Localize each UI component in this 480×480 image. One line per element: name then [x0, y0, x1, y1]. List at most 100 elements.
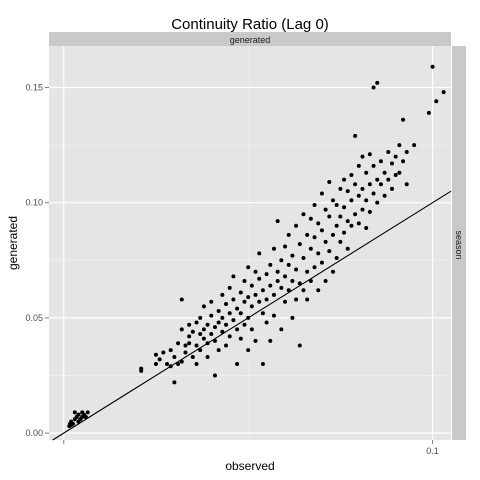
data-point [441, 90, 446, 95]
facet-strip-right [452, 46, 466, 440]
data-point [378, 159, 383, 164]
data-point [216, 320, 221, 325]
data-point [353, 212, 358, 217]
data-point [253, 292, 258, 297]
data-point [360, 207, 365, 212]
data-point [268, 262, 273, 267]
data-point [209, 313, 214, 318]
data-point [301, 212, 306, 217]
scatter-points [67, 64, 446, 429]
data-point [286, 262, 291, 267]
data-point [198, 332, 203, 337]
data-point [205, 341, 210, 346]
data-point [349, 223, 354, 228]
data-point [345, 246, 350, 251]
data-point [235, 327, 240, 332]
data-point [327, 214, 332, 219]
data-point [397, 143, 402, 148]
data-point [257, 299, 262, 304]
data-point [224, 302, 229, 307]
data-point [76, 412, 81, 417]
data-point [279, 258, 284, 263]
data-point [205, 355, 210, 360]
data-point [342, 177, 347, 182]
data-point [378, 182, 383, 187]
data-point [224, 322, 229, 327]
data-point [179, 359, 184, 364]
data-point [323, 207, 328, 212]
data-point [224, 343, 229, 348]
data-point [426, 110, 431, 115]
data-point [83, 414, 88, 419]
data-point [316, 251, 321, 256]
data-point [220, 329, 225, 334]
data-point [386, 177, 391, 182]
data-point [382, 170, 387, 175]
data-point [345, 219, 350, 224]
data-point [220, 292, 225, 297]
data-point [353, 133, 358, 138]
data-point [231, 318, 236, 323]
data-point [264, 297, 269, 302]
data-point [286, 288, 291, 293]
data-point [301, 255, 306, 260]
y-tick-label: 0.05 [25, 313, 43, 323]
x-axis-ticks: 0.1 [63, 440, 439, 456]
data-point [260, 288, 265, 293]
data-point [264, 272, 269, 277]
data-point [231, 274, 236, 279]
data-point [389, 161, 394, 166]
y-axis-title: generated [6, 216, 20, 270]
data-point [308, 246, 313, 251]
data-point [334, 223, 339, 228]
data-point [338, 239, 343, 244]
y-tick-label: 0.15 [25, 82, 43, 92]
data-point [294, 223, 299, 228]
data-point [194, 361, 199, 366]
data-point [364, 226, 369, 231]
data-point [275, 219, 280, 224]
data-point [294, 267, 299, 272]
data-point [209, 299, 214, 304]
data-point [279, 327, 284, 332]
data-point [179, 297, 184, 302]
data-point [356, 221, 361, 226]
chart-title: Continuity Ratio (Lag 0) [171, 16, 329, 33]
data-point [172, 380, 177, 385]
data-point [290, 279, 295, 284]
data-point [386, 149, 391, 154]
data-point [139, 368, 144, 373]
major-gridlines [49, 46, 451, 440]
data-point [231, 297, 236, 302]
data-point [212, 373, 217, 378]
data-point [246, 315, 251, 320]
data-point [201, 304, 206, 309]
data-point [404, 149, 409, 154]
data-point [179, 327, 184, 332]
data-point [360, 186, 365, 191]
data-point [201, 327, 206, 332]
data-point [275, 269, 280, 274]
x-tick-label: 0.1 [426, 446, 439, 456]
data-point [187, 322, 192, 327]
data-point [305, 232, 310, 237]
data-point [260, 311, 265, 316]
data-point [70, 421, 75, 426]
data-point [238, 336, 243, 341]
data-point [412, 143, 417, 148]
x-axis-title: observed [225, 459, 274, 473]
data-point [242, 322, 247, 327]
data-point [401, 159, 406, 164]
data-point [235, 361, 240, 366]
data-point [290, 315, 295, 320]
data-point [268, 283, 273, 288]
data-point [235, 306, 240, 311]
data-point [319, 228, 324, 233]
data-point [85, 410, 90, 415]
data-point [371, 191, 376, 196]
data-point [356, 163, 361, 168]
y-tick-label: 0.10 [25, 198, 43, 208]
data-point [194, 343, 199, 348]
facet-strip-top [49, 32, 451, 46]
facet-strip-top-label: generated [230, 35, 271, 45]
